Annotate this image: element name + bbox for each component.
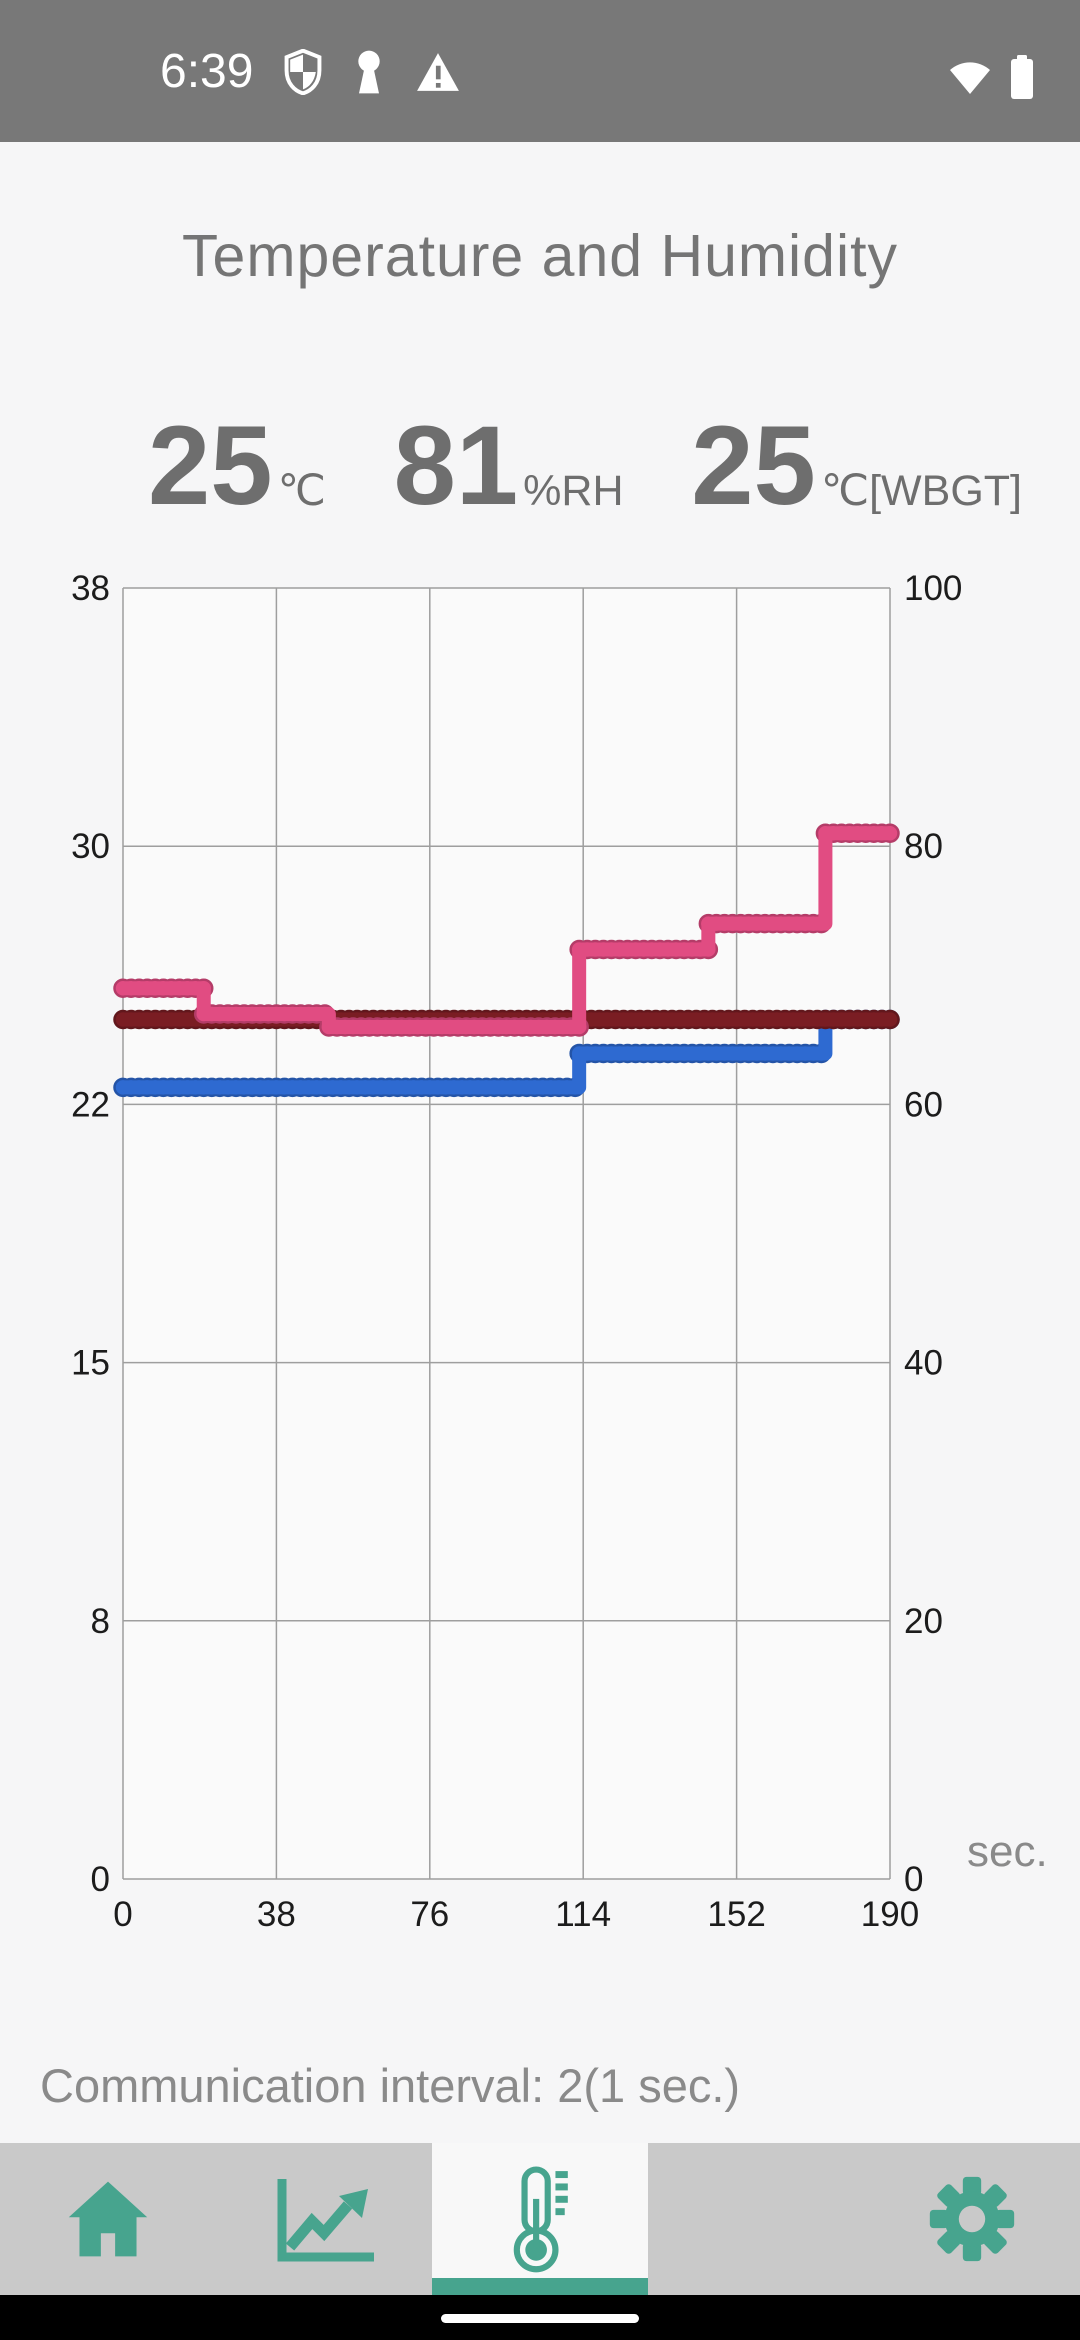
humidity-value: 81 <box>393 402 519 528</box>
selected-tab-underline <box>432 2278 648 2295</box>
right-axis-tick: 40 <box>904 1344 943 1383</box>
keyhole-icon <box>358 50 381 94</box>
home-icon <box>68 2181 148 2257</box>
left-axis-tick: 8 <box>91 1602 110 1641</box>
nav-item-trend[interactable] <box>216 2143 432 2295</box>
left-axis-tick: 38 <box>71 569 110 608</box>
x-axis-tick: 76 <box>410 1895 449 1934</box>
status-bar-left: 6:39 <box>160 48 461 96</box>
right-axis-tick: 0 <box>904 1860 923 1899</box>
temperature-value: 25 <box>148 402 273 528</box>
temperature-unit: ℃ <box>277 466 326 515</box>
nav-item-empty <box>648 2143 864 2295</box>
humidity-unit: %RH <box>523 466 624 515</box>
left-axis-tick: 0 <box>91 1860 110 1899</box>
series-humidity <box>113 823 900 1037</box>
status-bar-right <box>948 54 1036 100</box>
nav-item-thermometer[interactable] <box>432 2143 648 2295</box>
status-bar: 6:39 <box>0 0 1080 142</box>
x-axis-unit-label: sec. <box>967 1827 1048 1876</box>
right-axis-tick: 20 <box>904 1602 943 1641</box>
shield-icon <box>285 49 322 95</box>
right-axis-tick: 80 <box>904 827 943 866</box>
wifi-icon <box>950 62 990 94</box>
left-axis-tick: 22 <box>71 1085 110 1124</box>
line-chart-icon <box>277 2179 374 2262</box>
x-axis-tick: 152 <box>707 1895 765 1934</box>
warning-icon <box>417 53 460 91</box>
x-axis-tick: 190 <box>861 1895 919 1934</box>
communication-interval-label: Communication interval: 2(1 sec.) <box>40 2059 741 2112</box>
thermometer-icon <box>513 2166 568 2273</box>
x-axis-tick: 114 <box>555 1895 611 1934</box>
home-gesture-pill[interactable] <box>441 2314 639 2323</box>
humidity-reading: 81 %RH <box>393 402 624 528</box>
left-axis-tick: 15 <box>71 1344 110 1383</box>
wbgt-value: 25 <box>691 402 816 528</box>
battery-icon <box>1011 55 1033 99</box>
nav-item-settings[interactable] <box>864 2143 1080 2295</box>
current-readings: 25 ℃ 81 %RH 25 ℃[WBGT] <box>0 396 1080 528</box>
left-axis-tick: 30 <box>71 827 110 866</box>
wbgt-reading: 25 ℃[WBGT] <box>691 402 1022 528</box>
x-axis-tick: 38 <box>257 1895 296 1934</box>
bottom-nav <box>0 2143 1080 2295</box>
nav-item-home[interactable] <box>0 2143 216 2295</box>
wbgt-unit: ℃[WBGT] <box>820 466 1022 515</box>
temperature-reading: 25 ℃ <box>148 402 326 528</box>
clock: 6:39 <box>160 45 254 98</box>
right-axis-tick: 100 <box>904 569 962 608</box>
right-axis-tick: 60 <box>904 1085 943 1124</box>
page-title: Temperature and Humidity <box>182 223 898 289</box>
series-temperature <box>113 1009 900 1098</box>
gear-icon <box>929 2176 1015 2262</box>
gesture-bar <box>0 2295 1080 2340</box>
x-axis-tick: 0 <box>113 1895 132 1934</box>
